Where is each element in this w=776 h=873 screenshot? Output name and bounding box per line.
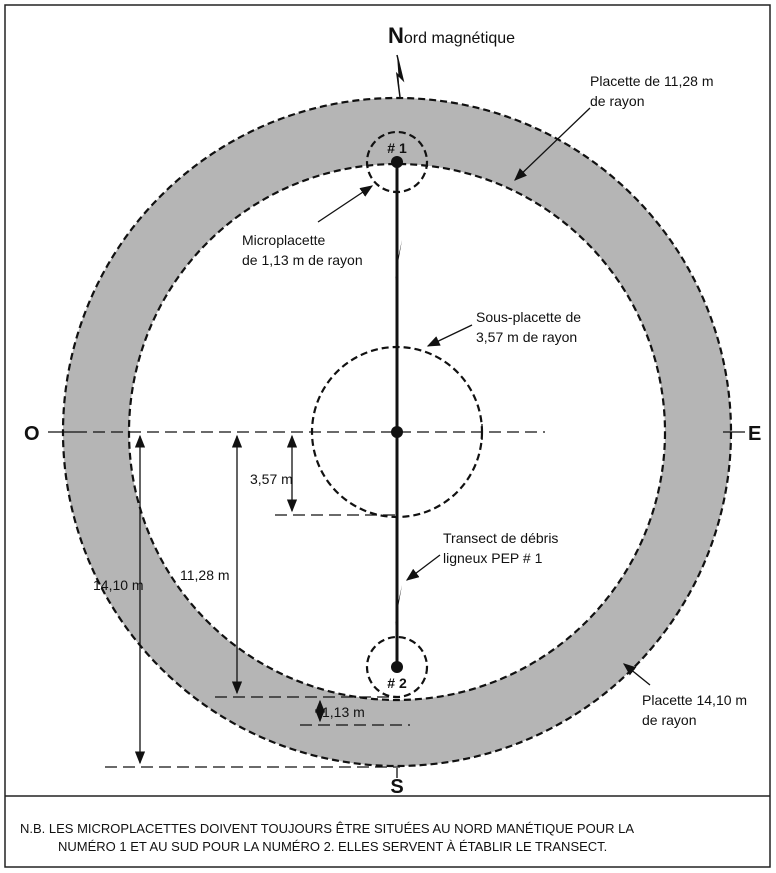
west-label: O: [24, 423, 40, 445]
micro-label: # 1: [387, 140, 407, 156]
callout: 3,57 m de rayon: [476, 329, 577, 345]
dim-label: 11,28 m: [180, 567, 230, 583]
callout: de 1,13 m de rayon: [242, 252, 363, 268]
callout: Microplacette: [242, 232, 325, 248]
dim-label: 14,10 m: [93, 577, 144, 593]
callout: Placette de 11,28 m: [590, 73, 713, 89]
callout-arrow: [317, 185, 374, 223]
callout: Sous-placette de: [476, 309, 581, 325]
point: [391, 426, 403, 438]
east-label: E: [748, 423, 761, 445]
frame: [4, 4, 771, 868]
point: [391, 661, 403, 673]
dim-label: 1,13 m: [322, 704, 365, 720]
note: NUMÉRO 1 ET AU SUD POUR LA NUMÉRO 2. ELL…: [58, 839, 607, 854]
callout-arrow: [405, 554, 441, 581]
callout: Placette 14,10 m: [642, 692, 747, 708]
north-arrow: [395, 54, 405, 98]
north-rest: ord magnétique: [404, 30, 515, 47]
note: N.B. LES MICROPLACETTES DOIVENT TOUJOURS…: [20, 821, 634, 836]
callout-arrow: [622, 663, 651, 686]
callout: de rayon: [642, 712, 696, 728]
callout: ligneux PEP # 1: [443, 550, 543, 566]
micro-label: # 2: [387, 675, 407, 691]
north-initial: N: [388, 23, 404, 48]
callout: de rayon: [590, 93, 644, 109]
callout: Transect de débris: [443, 530, 558, 546]
direction-arrow: [395, 585, 402, 625]
direction-arrow: [395, 240, 402, 280]
south-label: S: [390, 776, 403, 798]
point: [391, 156, 403, 168]
callout-arrow: [514, 107, 591, 181]
dim-label: 3,57 m: [250, 471, 293, 487]
north-label: Nord magnétique: [388, 23, 515, 48]
callout-arrow: [426, 324, 473, 347]
